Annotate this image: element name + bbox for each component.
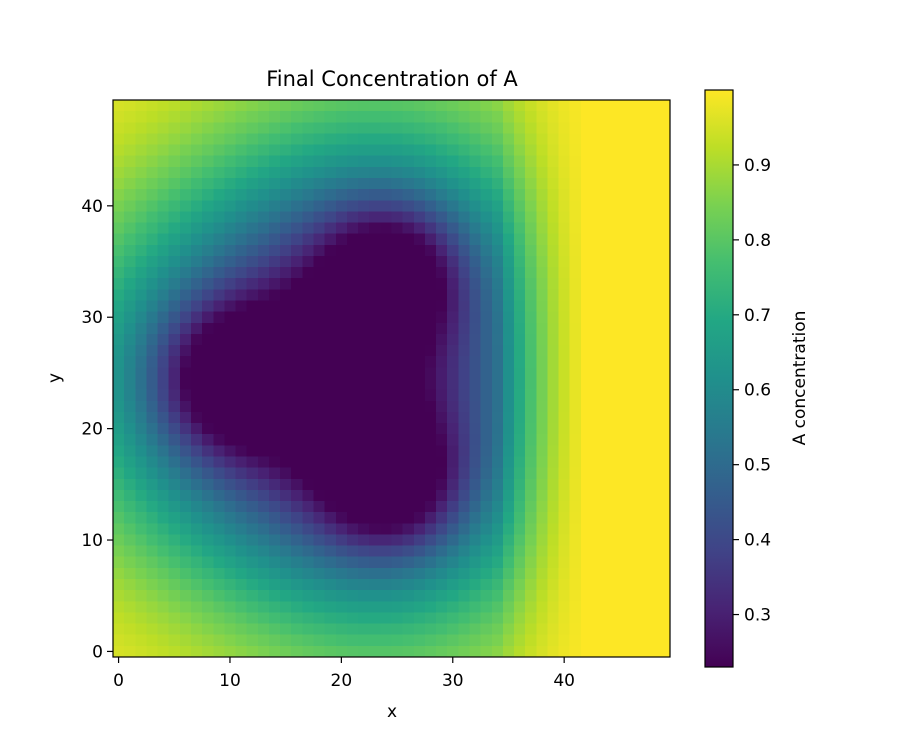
y-tick-label: 30: [81, 308, 103, 328]
x-tick-label: 0: [113, 671, 124, 691]
x-tick-label: 40: [553, 671, 575, 691]
colorbar-ticks: 0.3 0.4 0.5 0.6 0.7 0.8 0.9: [733, 156, 771, 626]
y-tick-label: 0: [92, 642, 103, 662]
colorbar-tick-label: 0.6: [744, 381, 771, 401]
x-axis-label: x: [387, 702, 397, 722]
colorbar-tick-label: 0.4: [744, 531, 771, 551]
chart-title: Final Concentration of A: [266, 67, 518, 91]
colorbar-tick-label: 0.7: [744, 306, 771, 326]
colorbar-tick-label: 0.5: [744, 456, 771, 476]
y-axis: 0 10 20 30 40: [81, 197, 113, 662]
y-tick-label: 10: [81, 531, 103, 551]
heatmap-image: [113, 100, 670, 657]
y-tick-label: 40: [81, 197, 103, 217]
colorbar: [705, 90, 733, 667]
plot-frame: [112, 99, 671, 658]
y-axis-label: y: [45, 373, 65, 383]
x-tick-label: 20: [331, 671, 353, 691]
colorbar-label: A concentration: [790, 311, 810, 446]
colorbar-tick-label: 0.8: [744, 231, 771, 251]
y-tick-label: 20: [81, 420, 103, 440]
x-tick-label: 10: [219, 671, 241, 691]
x-tick-label: 30: [442, 671, 464, 691]
heatmap-image-container: [113, 100, 670, 657]
x-axis: 0 10 20 30 40: [113, 657, 575, 691]
colorbar-tick-label: 0.3: [744, 606, 771, 626]
colorbar-frame: [704, 89, 734, 668]
colorbar-tick-label: 0.9: [744, 156, 771, 176]
